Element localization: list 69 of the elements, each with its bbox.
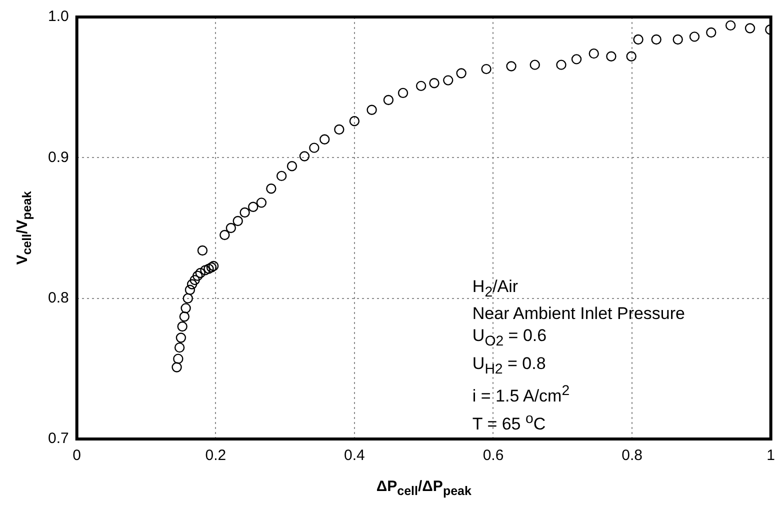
point — [186, 279, 198, 290]
point — [276, 170, 287, 182]
x-axis-title: ΔP$_{cell}$/ΔP$_{peak}$ — [376, 478, 472, 498]
point — [588, 48, 599, 59]
point — [456, 68, 466, 78]
point — [182, 293, 193, 304]
x-tick-label: 0.2 — [205, 447, 226, 464]
x-tick-label: 1 — [766, 447, 775, 464]
point — [200, 265, 210, 276]
point — [506, 61, 516, 72]
annotation: U$_{H2}$ = 0.8 — [472, 352, 547, 380]
annotation: T = 65 $^{o}$C — [472, 410, 547, 436]
y-tick-label: 1.0 — [48, 8, 69, 26]
point — [197, 245, 208, 256]
point — [240, 207, 250, 218]
point — [286, 161, 298, 172]
point — [180, 303, 191, 314]
point — [184, 284, 196, 295]
x-tick-label: 0.4 — [344, 447, 365, 464]
annotation: Near Ambient Inlet Pressure — [472, 303, 686, 326]
point — [633, 34, 644, 45]
annotation: U$_{O2}$ = 0.6 — [472, 325, 548, 352]
point — [266, 184, 276, 194]
y-tick-label: 0.7 — [48, 430, 69, 448]
point — [689, 32, 700, 42]
point — [366, 104, 377, 115]
point — [416, 80, 426, 92]
point — [556, 60, 566, 70]
point — [530, 60, 540, 70]
point — [256, 198, 267, 208]
point — [309, 142, 320, 153]
x-tick-label: 0 — [72, 447, 82, 464]
point — [204, 264, 214, 274]
point — [672, 34, 683, 45]
point — [179, 312, 190, 322]
point — [626, 51, 636, 62]
point — [195, 268, 206, 278]
point — [651, 34, 662, 45]
point — [176, 332, 186, 343]
point — [725, 20, 736, 31]
point — [706, 27, 716, 38]
point — [190, 274, 200, 286]
point — [174, 342, 185, 353]
point — [744, 23, 756, 34]
point — [443, 75, 454, 86]
point — [320, 134, 330, 144]
point — [192, 270, 203, 281]
annotation: H$_{2}$/Air — [472, 276, 520, 302]
x-tick-label: 0.8 — [622, 447, 642, 464]
point — [248, 202, 258, 212]
point — [232, 216, 243, 226]
point — [481, 64, 492, 74]
point — [173, 354, 184, 364]
point — [299, 151, 310, 162]
point — [349, 116, 360, 126]
point — [606, 51, 616, 62]
point — [429, 78, 440, 88]
point — [172, 362, 182, 372]
annotation: i = 1.5 A/cm$^{2}$ — [472, 382, 571, 408]
point — [571, 54, 582, 64]
point — [226, 222, 236, 234]
point — [334, 124, 344, 135]
point — [383, 94, 394, 106]
y-tick-label: 0.9 — [48, 148, 69, 166]
point — [220, 230, 230, 240]
point — [177, 321, 188, 332]
y-tick-label: 0.8 — [48, 289, 69, 306]
point — [398, 88, 408, 98]
x-tick-label: 0.6 — [482, 447, 504, 464]
